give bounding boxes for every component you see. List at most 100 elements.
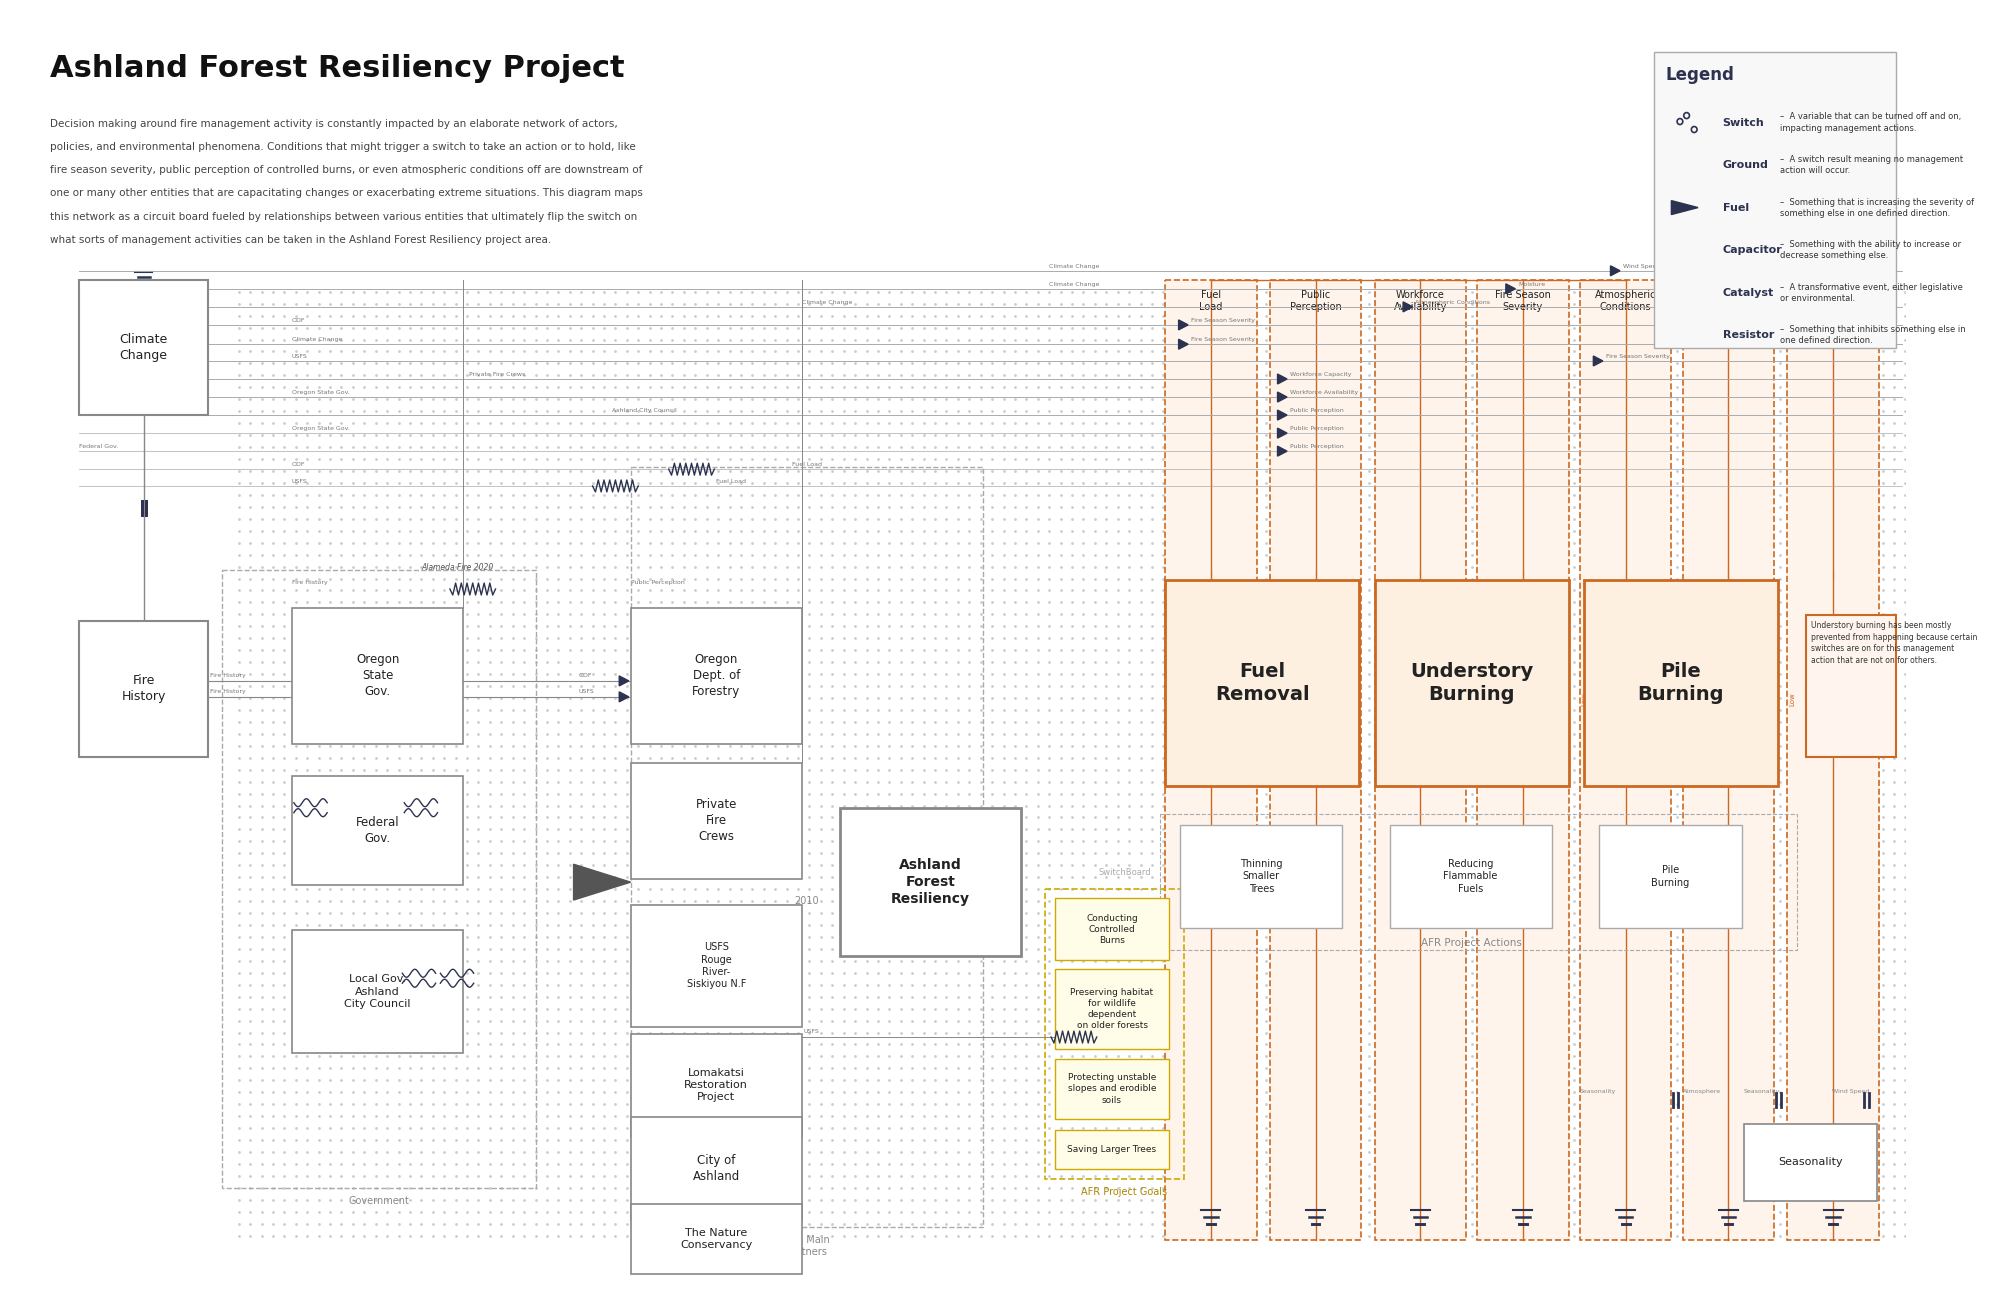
Text: Workforce Capacity: Workforce Capacity (1290, 371, 1352, 377)
Polygon shape (574, 864, 630, 901)
Bar (630, 608, 802, 744)
Text: High: High (1664, 692, 1670, 709)
Text: Seasonality: Seasonality (1778, 1157, 1842, 1167)
Bar (292, 608, 464, 744)
Text: USFS
Rouge
River-
Siskiyou N.F: USFS Rouge River- Siskiyou N.F (686, 942, 746, 990)
Text: Fire History: Fire History (160, 687, 170, 731)
Text: Government: Government (348, 1196, 408, 1206)
Text: Climate Change: Climate Change (802, 300, 852, 305)
Text: Low: Low (1684, 692, 1690, 707)
Text: Local Gov.
Ashland
City Council: Local Gov. Ashland City Council (344, 974, 410, 1009)
Bar (1166, 280, 1256, 1240)
Text: Understory
Burning: Understory Burning (1410, 661, 1534, 704)
Text: Conducting
Controlled
Burns: Conducting Controlled Burns (1086, 914, 1138, 945)
Polygon shape (1278, 428, 1288, 439)
Text: Wind Speed: Wind Speed (1622, 264, 1660, 269)
Text: Resistor: Resistor (1722, 330, 1774, 340)
Text: Switch: Switch (1722, 118, 1764, 128)
Polygon shape (620, 692, 628, 701)
Polygon shape (1278, 392, 1288, 402)
Text: Lomakatsi
Restoration
Project: Lomakatsi Restoration Project (684, 1068, 748, 1102)
Polygon shape (620, 675, 628, 686)
Text: ODF: ODF (292, 318, 306, 324)
Text: USFS: USFS (292, 479, 308, 484)
Bar (1160, 814, 1796, 950)
Bar (1180, 824, 1342, 928)
Text: Public
Perception: Public Perception (1290, 290, 1342, 312)
Text: Fuel Load: Fuel Load (716, 479, 746, 484)
Text: Low: Low (1582, 692, 1588, 707)
Text: AFR Main
Partners: AFR Main Partners (784, 1234, 830, 1258)
Text: Oak Knoll
Fire 2010: Oak Knoll Fire 2010 (402, 776, 438, 796)
Text: Climate
Change: Climate Change (120, 333, 168, 362)
Text: Fire Season Severity: Fire Season Severity (1190, 338, 1254, 342)
Bar (1374, 580, 1568, 787)
Text: Oregon State Gov.: Oregon State Gov. (292, 389, 350, 395)
Text: Atmospheric Conditions: Atmospheric Conditions (1416, 300, 1490, 305)
Text: Wind Speed: Wind Speed (1832, 1088, 1870, 1093)
Text: High: High (1766, 692, 1772, 709)
Text: Public Perception: Public Perception (1290, 408, 1344, 413)
Text: Ashland City Council: Ashland City Council (612, 408, 676, 413)
Bar (630, 1034, 802, 1136)
Text: Public Perception: Public Perception (1290, 426, 1344, 431)
Text: Low: Low (1168, 692, 1174, 707)
Text: Workforce
Availability: Workforce Availability (1394, 290, 1446, 312)
Text: Bad: Bad (1354, 692, 1360, 707)
Text: –  A variable that can be turned off and on,
impacting management actions.: – A variable that can be turned off and … (1780, 113, 1962, 132)
Text: Atmospheric
Conditions: Atmospheric Conditions (1594, 290, 1656, 312)
Text: Fire
History: Fire History (122, 674, 166, 704)
Polygon shape (1278, 374, 1288, 384)
Polygon shape (1610, 265, 1620, 276)
Text: Oregon
State
Gov.: Oregon State Gov. (356, 653, 400, 699)
Text: City of
Ashland: City of Ashland (692, 1154, 740, 1183)
Text: –  Something that is increasing the severity of
something else in one defined di: – Something that is increasing the sever… (1780, 198, 1974, 217)
Text: Understory burning has been mostly
prevented from happening because certain
swit: Understory burning has been mostly preve… (1812, 621, 1978, 665)
Text: Fuel Load: Fuel Load (1108, 1029, 1138, 1034)
Text: –  Something with the ability to increase or
decrease something else.: – Something with the ability to increase… (1780, 241, 1960, 260)
Bar (1654, 52, 1896, 348)
Text: Fire Season Severity: Fire Season Severity (1606, 355, 1670, 358)
Text: High: High (1248, 692, 1254, 709)
Bar (1046, 889, 1184, 1179)
Text: Federal
Gov.: Federal Gov. (356, 817, 400, 845)
Bar (1054, 1060, 1170, 1118)
Text: The Nature
Conservancy: The Nature Conservancy (680, 1228, 752, 1250)
Text: Climate Change: Climate Change (1050, 282, 1100, 287)
Text: Wind
Speed: Wind Speed (1818, 290, 1848, 312)
Text: Moisture: Moisture (1518, 282, 1546, 287)
Text: High: High (1560, 692, 1566, 709)
Text: –  A switch result meaning no management
action will occur.: – A switch result meaning no management … (1780, 155, 1962, 175)
Text: Ashland
Forest
Resiliency: Ashland Forest Resiliency (890, 858, 970, 906)
Text: Reducing
Flammable
Fuels: Reducing Flammable Fuels (1444, 859, 1498, 894)
Text: Catalyst: Catalyst (1722, 287, 1774, 298)
Bar (1806, 615, 1896, 757)
Text: AFR Project Goals: AFR Project Goals (1082, 1187, 1168, 1197)
Bar (78, 280, 208, 415)
Text: Low: Low (1480, 692, 1486, 707)
Polygon shape (1404, 302, 1412, 312)
Text: Fuel: Fuel (1722, 203, 1748, 212)
Text: what sorts of management activities can be taken in the Ashland Forest Resilienc: what sorts of management activities can … (50, 234, 552, 245)
Bar (1580, 280, 1672, 1240)
Text: fire season severity, public perception of controlled burns, or even atmospheric: fire season severity, public perception … (50, 166, 642, 175)
Bar (630, 1203, 802, 1275)
Text: Public Perception: Public Perception (630, 580, 684, 585)
Bar (1166, 580, 1360, 787)
Text: Fire History: Fire History (292, 580, 328, 585)
Text: Oregon
Dept. of
Forestry: Oregon Dept. of Forestry (692, 653, 740, 699)
Text: High: High (1458, 692, 1464, 709)
Bar (292, 776, 464, 885)
Bar (1054, 969, 1170, 1049)
Text: Fuel
Load: Fuel Load (1200, 290, 1222, 312)
Text: Saving Larger Trees: Saving Larger Trees (1068, 1145, 1156, 1154)
Text: USFS: USFS (804, 1029, 820, 1034)
Text: Low: Low (1376, 692, 1382, 707)
Text: ODF: ODF (292, 462, 306, 467)
Bar (1054, 1130, 1170, 1168)
Text: Protecting unstable
slopes and erodible
soils: Protecting unstable slopes and erodible … (1068, 1073, 1156, 1105)
Polygon shape (1178, 339, 1188, 349)
Bar (630, 467, 982, 1227)
Text: Climate Change: Climate Change (1050, 264, 1100, 269)
Text: Workforce Availability: Workforce Availability (1290, 389, 1358, 395)
